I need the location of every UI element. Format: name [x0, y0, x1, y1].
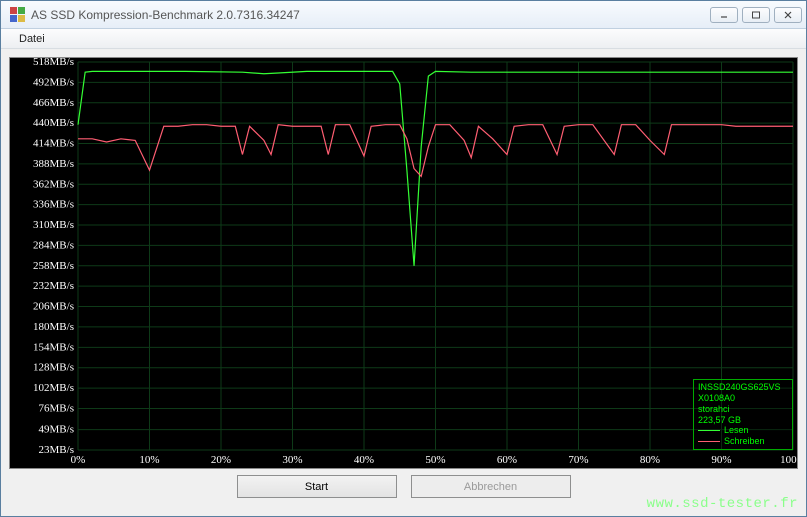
- content-area: 518MB/s 492MB/s 466MB/s 440MB/s 414MB/s 388MB…: [1, 49, 806, 502]
- svg-text:0%: 0%: [71, 454, 86, 466]
- legend-info-line: X0108A0: [698, 393, 788, 404]
- svg-text:258MB/s: 258MB/s: [33, 260, 74, 272]
- svg-text:232MB/s: 232MB/s: [33, 280, 74, 292]
- start-button[interactable]: Start: [237, 475, 397, 498]
- legend-info-line: INSSD240GS625VS: [698, 382, 788, 393]
- maximize-button[interactable]: [742, 7, 770, 23]
- svg-text:414MB/s: 414MB/s: [33, 138, 74, 150]
- chart-frame: 518MB/s 492MB/s 466MB/s 440MB/s 414MB/s 388MB…: [9, 57, 798, 469]
- window-controls: [710, 7, 802, 23]
- svg-text:20%: 20%: [211, 454, 231, 466]
- menubar: Datei: [1, 29, 806, 49]
- svg-text:49MB/s: 49MB/s: [39, 424, 74, 436]
- svg-text:154MB/s: 154MB/s: [33, 341, 74, 353]
- app-window: AS SSD Kompression-Benchmark 2.0.7316.34…: [0, 0, 807, 517]
- legend-info-line: 223,57 GB: [698, 415, 788, 426]
- svg-text:362MB/s: 362MB/s: [33, 178, 74, 190]
- svg-text:518MB/s: 518MB/s: [33, 58, 74, 68]
- svg-text:100%: 100%: [780, 454, 797, 466]
- svg-text:466MB/s: 466MB/s: [33, 97, 74, 109]
- svg-text:206MB/s: 206MB/s: [33, 301, 74, 313]
- svg-text:30%: 30%: [282, 454, 302, 466]
- legend-schreiben: Schreiben: [698, 436, 788, 447]
- svg-text:23MB/s: 23MB/s: [39, 444, 74, 456]
- svg-text:102MB/s: 102MB/s: [33, 382, 74, 394]
- svg-text:440MB/s: 440MB/s: [33, 117, 74, 129]
- svg-text:40%: 40%: [354, 454, 374, 466]
- svg-text:310MB/s: 310MB/s: [33, 219, 74, 231]
- abbrechen-button[interactable]: Abbrechen: [411, 475, 571, 498]
- svg-text:80%: 80%: [640, 454, 660, 466]
- svg-text:284MB/s: 284MB/s: [33, 239, 74, 251]
- svg-text:50%: 50%: [425, 454, 445, 466]
- legend-box: INSSD240GS625VSX0108A0storahci223,57 GBL…: [693, 379, 793, 450]
- menu-datei[interactable]: Datei: [13, 31, 51, 47]
- svg-text:388MB/s: 388MB/s: [33, 158, 74, 170]
- svg-text:90%: 90%: [711, 454, 731, 466]
- window-title: AS SSD Kompression-Benchmark 2.0.7316.34…: [29, 8, 710, 22]
- app-icon: [9, 7, 25, 23]
- svg-text:128MB/s: 128MB/s: [33, 362, 74, 374]
- minimize-button[interactable]: [710, 7, 738, 23]
- svg-text:492MB/s: 492MB/s: [33, 76, 74, 88]
- svg-text:180MB/s: 180MB/s: [33, 321, 74, 333]
- svg-text:70%: 70%: [568, 454, 588, 466]
- button-row: Start Abbrechen: [9, 475, 798, 498]
- benchmark-chart: 518MB/s 492MB/s 466MB/s 440MB/s 414MB/s 388MB…: [10, 58, 797, 468]
- svg-text:76MB/s: 76MB/s: [39, 402, 74, 414]
- legend-lesen: Lesen: [698, 425, 788, 436]
- svg-text:10%: 10%: [139, 454, 159, 466]
- svg-text:60%: 60%: [497, 454, 517, 466]
- svg-text:336MB/s: 336MB/s: [33, 199, 74, 211]
- close-button[interactable]: [774, 7, 802, 23]
- titlebar: AS SSD Kompression-Benchmark 2.0.7316.34…: [1, 1, 806, 29]
- legend-info-line: storahci: [698, 404, 788, 415]
